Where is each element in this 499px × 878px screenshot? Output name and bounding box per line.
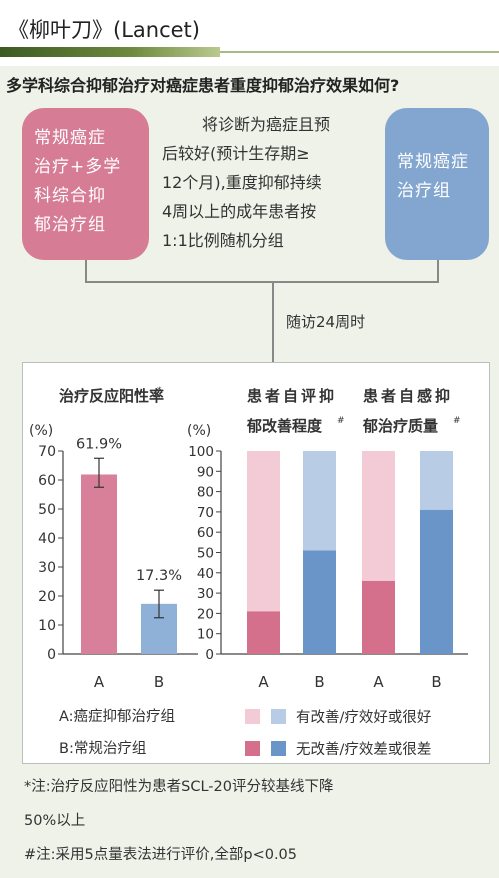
- followup-label: 随访24周时: [286, 313, 366, 331]
- chart2-bar-not-improved: [420, 509, 453, 654]
- chart1-category-label: B: [154, 673, 164, 691]
- chart2-group-title-mark: #: [337, 416, 345, 426]
- chart1-value-label: 17.3%: [136, 568, 182, 584]
- description-line: 4周以上的成年患者按: [162, 202, 317, 221]
- chart2-category-label: A: [258, 673, 269, 691]
- connector-horizontal: [85, 281, 439, 283]
- chart2-bar-improved: [303, 451, 336, 551]
- legend-swatch-b-dark: [271, 741, 286, 756]
- chart1-bar: [81, 474, 117, 654]
- connector-left: [85, 260, 87, 282]
- chart1-category-label: A: [94, 673, 105, 691]
- chart1-y-tick-label: 60: [38, 473, 56, 489]
- description-line: 1:1比例随机分组: [162, 231, 284, 250]
- legend-group-b: B:常规治疗组: [59, 740, 146, 757]
- chart2-bar-not-improved: [362, 580, 395, 654]
- chart2-group-title: 郁改善程度: [246, 417, 323, 435]
- group-a-line: 常规癌症: [34, 128, 106, 148]
- legend-swatch-b-light: [271, 709, 286, 724]
- connector-down: [272, 281, 274, 362]
- randomization-description: 将诊断为癌症且预 后较好(预计生存期≥ 12个月),重度抑郁持续 4周以上的成年…: [162, 110, 376, 255]
- legend-not-improved-label: 无改善/疗效差或很差: [296, 741, 431, 758]
- chart2-category-label: A: [373, 673, 384, 691]
- group-a-box: 常规癌症 治疗+多学 科综合抑 郁治疗组: [22, 108, 149, 260]
- group-a-line: 治疗+多学: [34, 157, 122, 177]
- chart1-y-tick-label: 20: [38, 589, 56, 605]
- chart2-group-title: 患者自评抑: [247, 387, 337, 405]
- chart1-y-tick-label: 70: [38, 444, 56, 460]
- chart1-title-mark: *: [157, 386, 162, 396]
- chart2-category-label: B: [314, 673, 324, 691]
- footnote-star: *注:治疗反应阳性为患者SCL-20评分较基线下降: [24, 779, 334, 795]
- group-a-line: 科综合抑: [34, 186, 106, 206]
- results-chart: 0 10 20 30 40 50 60 70 (%) 治疗反应阳性率* 61.9% A 17.3% B 0 1…: [29, 386, 468, 758]
- chart1-y-unit: (%): [29, 423, 53, 439]
- chart1-y-tick-label: 40: [38, 531, 56, 547]
- chart1-title: 治疗反应阳性率: [59, 387, 164, 405]
- chart2-y-tick-label: 60: [197, 525, 214, 541]
- legend-swatch-a-dark: [245, 741, 260, 756]
- chart1-y-tick-label: 0: [47, 647, 56, 663]
- legend-swatch-a-light: [245, 709, 260, 724]
- legend-group-a: A:癌症抑郁治疗组: [59, 708, 175, 725]
- chart2-bar-not-improved: [247, 611, 280, 654]
- chart2-y-tick-label: 10: [197, 627, 214, 643]
- chart2-bar-improved: [362, 451, 395, 581]
- description-line: 12个月),重度抑郁持续: [162, 173, 322, 192]
- header-rule: [220, 51, 499, 53]
- chart2-group-title: 郁治疗质量: [362, 417, 438, 435]
- chart2-y-tick-label: 100: [188, 444, 214, 460]
- chart2-bar-improved: [420, 451, 453, 510]
- header: 《柳叶刀》(Lancet): [0, 0, 499, 66]
- group-b-line: 治疗组: [397, 181, 451, 201]
- chart2-group-title-mark: #: [453, 416, 461, 426]
- chart2-y-tick-label: 20: [197, 606, 214, 622]
- chart2-bar-improved: [247, 451, 280, 612]
- chart2-y-tick-label: 0: [205, 647, 214, 663]
- connector-right: [437, 260, 439, 282]
- chart2-bar-not-improved: [303, 550, 336, 654]
- group-b-box: 常规癌症 治疗组: [385, 108, 489, 260]
- footnote-hash: #注:采用5点量表法进行评价,全部p<0.05: [24, 847, 298, 863]
- chart1-y-tick-label: 50: [38, 502, 56, 518]
- chart2-y-tick-label: 40: [197, 566, 214, 582]
- question-heading: 多学科综合抑郁治疗对癌症患者重度抑郁治疗效果如何?: [6, 76, 400, 95]
- legend-improved-label: 有改善/疗效好或很好: [296, 709, 431, 726]
- description-line: 后较好(预计生存期≥: [162, 144, 310, 163]
- description-line: 将诊断为癌症且预: [202, 115, 331, 134]
- chart2-group-title: 患者自感抑: [363, 387, 453, 405]
- group-a-line: 郁治疗组: [34, 215, 106, 235]
- results-panel: 0 10 20 30 40 50 60 70 (%) 治疗反应阳性率 * 61.9% A 17.3% B 0 1…: [22, 362, 490, 764]
- chart2-y-tick-label: 30: [197, 586, 214, 602]
- chart2-y-tick-label: 90: [197, 464, 214, 480]
- header-title: 《柳叶刀》(Lancet): [8, 18, 200, 42]
- footnote-star-cont: 50%以上: [24, 813, 86, 829]
- chart1-y-tick-label: 10: [38, 618, 56, 634]
- chart2-y-tick-label: 80: [197, 485, 214, 501]
- chart1-y-tick-label: 30: [38, 560, 56, 576]
- chart1-value-label: 61.9%: [76, 436, 122, 452]
- chart2-category-label: B: [431, 673, 441, 691]
- chart2-y-unit: (%): [187, 423, 211, 439]
- chart2-y-tick-label: 50: [197, 546, 214, 562]
- group-b-line: 常规癌症: [397, 152, 469, 172]
- chart2-y-tick-label: 70: [197, 505, 214, 521]
- header-accent-bar: [0, 47, 220, 57]
